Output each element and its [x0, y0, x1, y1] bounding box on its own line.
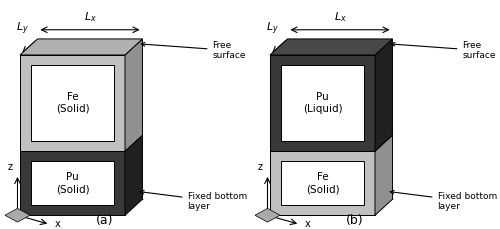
Text: Fe
(Solid): Fe (Solid): [306, 172, 340, 194]
Polygon shape: [125, 135, 142, 215]
Text: z: z: [258, 162, 262, 172]
Polygon shape: [375, 135, 392, 215]
Text: $L_x$: $L_x$: [334, 10, 346, 24]
Text: $L_y$: $L_y$: [16, 20, 29, 37]
Text: Fixed bottom
layer: Fixed bottom layer: [140, 190, 247, 211]
Polygon shape: [20, 39, 142, 55]
Polygon shape: [20, 55, 125, 151]
Polygon shape: [281, 65, 364, 141]
Polygon shape: [255, 208, 280, 222]
Text: (a): (a): [96, 214, 114, 227]
Polygon shape: [281, 161, 364, 205]
Text: Fixed bottom
layer: Fixed bottom layer: [390, 190, 497, 211]
Polygon shape: [270, 39, 392, 55]
Text: Fe
(Solid): Fe (Solid): [56, 92, 90, 114]
Polygon shape: [270, 55, 375, 151]
Text: x: x: [305, 219, 311, 229]
Text: Pu
(Liquid): Pu (Liquid): [302, 92, 343, 114]
Text: $L_y$: $L_y$: [266, 20, 279, 37]
Polygon shape: [31, 161, 114, 205]
Text: (b): (b): [346, 214, 364, 227]
Polygon shape: [20, 151, 125, 215]
Text: Free
surface: Free surface: [142, 41, 246, 60]
Polygon shape: [125, 39, 142, 151]
Text: $L_x$: $L_x$: [84, 10, 96, 24]
Polygon shape: [31, 65, 114, 141]
Text: x: x: [55, 219, 61, 229]
Polygon shape: [5, 208, 30, 222]
Polygon shape: [270, 151, 375, 215]
Text: Pu
(Solid): Pu (Solid): [56, 172, 90, 194]
Text: z: z: [8, 162, 12, 172]
Polygon shape: [375, 39, 392, 151]
Text: Free
surface: Free surface: [392, 41, 496, 60]
